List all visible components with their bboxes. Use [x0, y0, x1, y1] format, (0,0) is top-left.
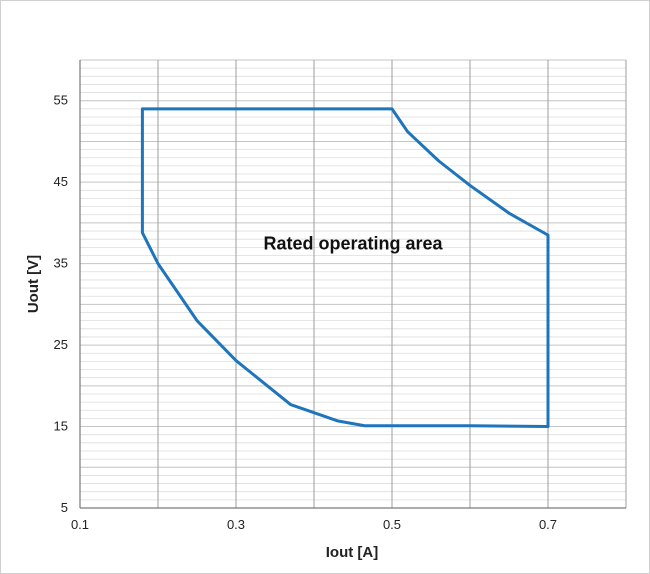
y-axis-title: Uout [V] — [25, 255, 42, 313]
y-tick-label: 5 — [61, 500, 68, 515]
x-tick-label: 0.1 — [71, 517, 89, 532]
x-tick-label: 0.5 — [383, 517, 401, 532]
rated-operating-area-outline — [140, 107, 550, 429]
y-tick-label: 55 — [54, 93, 68, 108]
x-axis-title: Iout [A] — [326, 544, 378, 561]
grid-layer — [79, 59, 627, 509]
series-layer — [140, 107, 550, 429]
axes-layer — [79, 60, 626, 509]
y-tick-label: 15 — [54, 419, 68, 434]
y-tick-label: 25 — [54, 337, 68, 352]
chart-annotation: Rated operating area — [263, 233, 443, 253]
x-tick-label: 0.7 — [539, 517, 557, 532]
x-tick-label: 0.3 — [227, 517, 245, 532]
y-tick-label: 45 — [54, 174, 68, 189]
tick-label-layer: 5 15 25 35 45 55 0.1 0.3 0.5 0.7 — [54, 93, 558, 532]
y-tick-label: 35 — [54, 256, 68, 271]
